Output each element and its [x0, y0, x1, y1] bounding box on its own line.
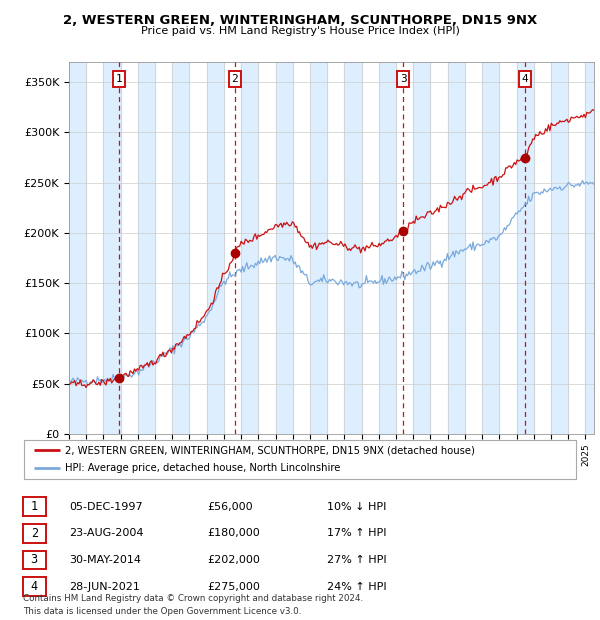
Text: £202,000: £202,000: [207, 555, 260, 565]
Text: 2, WESTERN GREEN, WINTERINGHAM, SCUNTHORPE, DN15 9NX: 2, WESTERN GREEN, WINTERINGHAM, SCUNTHOR…: [63, 14, 537, 27]
Bar: [207, 62, 224, 434]
Text: 2: 2: [232, 74, 238, 84]
Bar: [413, 62, 430, 434]
Text: 23-AUG-2004: 23-AUG-2004: [69, 528, 143, 538]
Text: 1: 1: [31, 500, 38, 513]
Bar: [275, 62, 293, 434]
Bar: [138, 62, 155, 434]
Text: 17% ↑ HPI: 17% ↑ HPI: [327, 528, 386, 538]
Text: 27% ↑ HPI: 27% ↑ HPI: [327, 555, 386, 565]
Text: 4: 4: [31, 580, 38, 593]
Text: 3: 3: [31, 554, 38, 566]
Bar: [379, 62, 396, 434]
Text: Contains HM Land Registry data © Crown copyright and database right 2024.
This d: Contains HM Land Registry data © Crown c…: [23, 595, 363, 616]
Bar: [103, 62, 121, 434]
Bar: [586, 62, 594, 434]
Text: £56,000: £56,000: [207, 502, 253, 512]
Text: 10% ↓ HPI: 10% ↓ HPI: [327, 502, 386, 512]
Text: 28-JUN-2021: 28-JUN-2021: [69, 582, 140, 591]
Bar: [344, 62, 362, 434]
Bar: [448, 62, 465, 434]
Bar: [310, 62, 327, 434]
Text: 30-MAY-2014: 30-MAY-2014: [69, 555, 141, 565]
Bar: [482, 62, 499, 434]
Text: £180,000: £180,000: [207, 528, 260, 538]
Bar: [69, 62, 86, 434]
Bar: [551, 62, 568, 434]
Text: HPI: Average price, detached house, North Lincolnshire: HPI: Average price, detached house, Nort…: [65, 463, 341, 473]
Text: 1: 1: [116, 74, 122, 84]
Text: 05-DEC-1997: 05-DEC-1997: [69, 502, 143, 512]
Text: 2, WESTERN GREEN, WINTERINGHAM, SCUNTHORPE, DN15 9NX (detached house): 2, WESTERN GREEN, WINTERINGHAM, SCUNTHOR…: [65, 445, 475, 455]
Bar: [241, 62, 259, 434]
Bar: [517, 62, 534, 434]
Text: £275,000: £275,000: [207, 582, 260, 591]
Text: 2: 2: [31, 527, 38, 539]
Text: 3: 3: [400, 74, 406, 84]
Text: 24% ↑ HPI: 24% ↑ HPI: [327, 582, 386, 591]
Bar: [172, 62, 190, 434]
Text: 4: 4: [521, 74, 529, 84]
Text: Price paid vs. HM Land Registry's House Price Index (HPI): Price paid vs. HM Land Registry's House …: [140, 26, 460, 36]
